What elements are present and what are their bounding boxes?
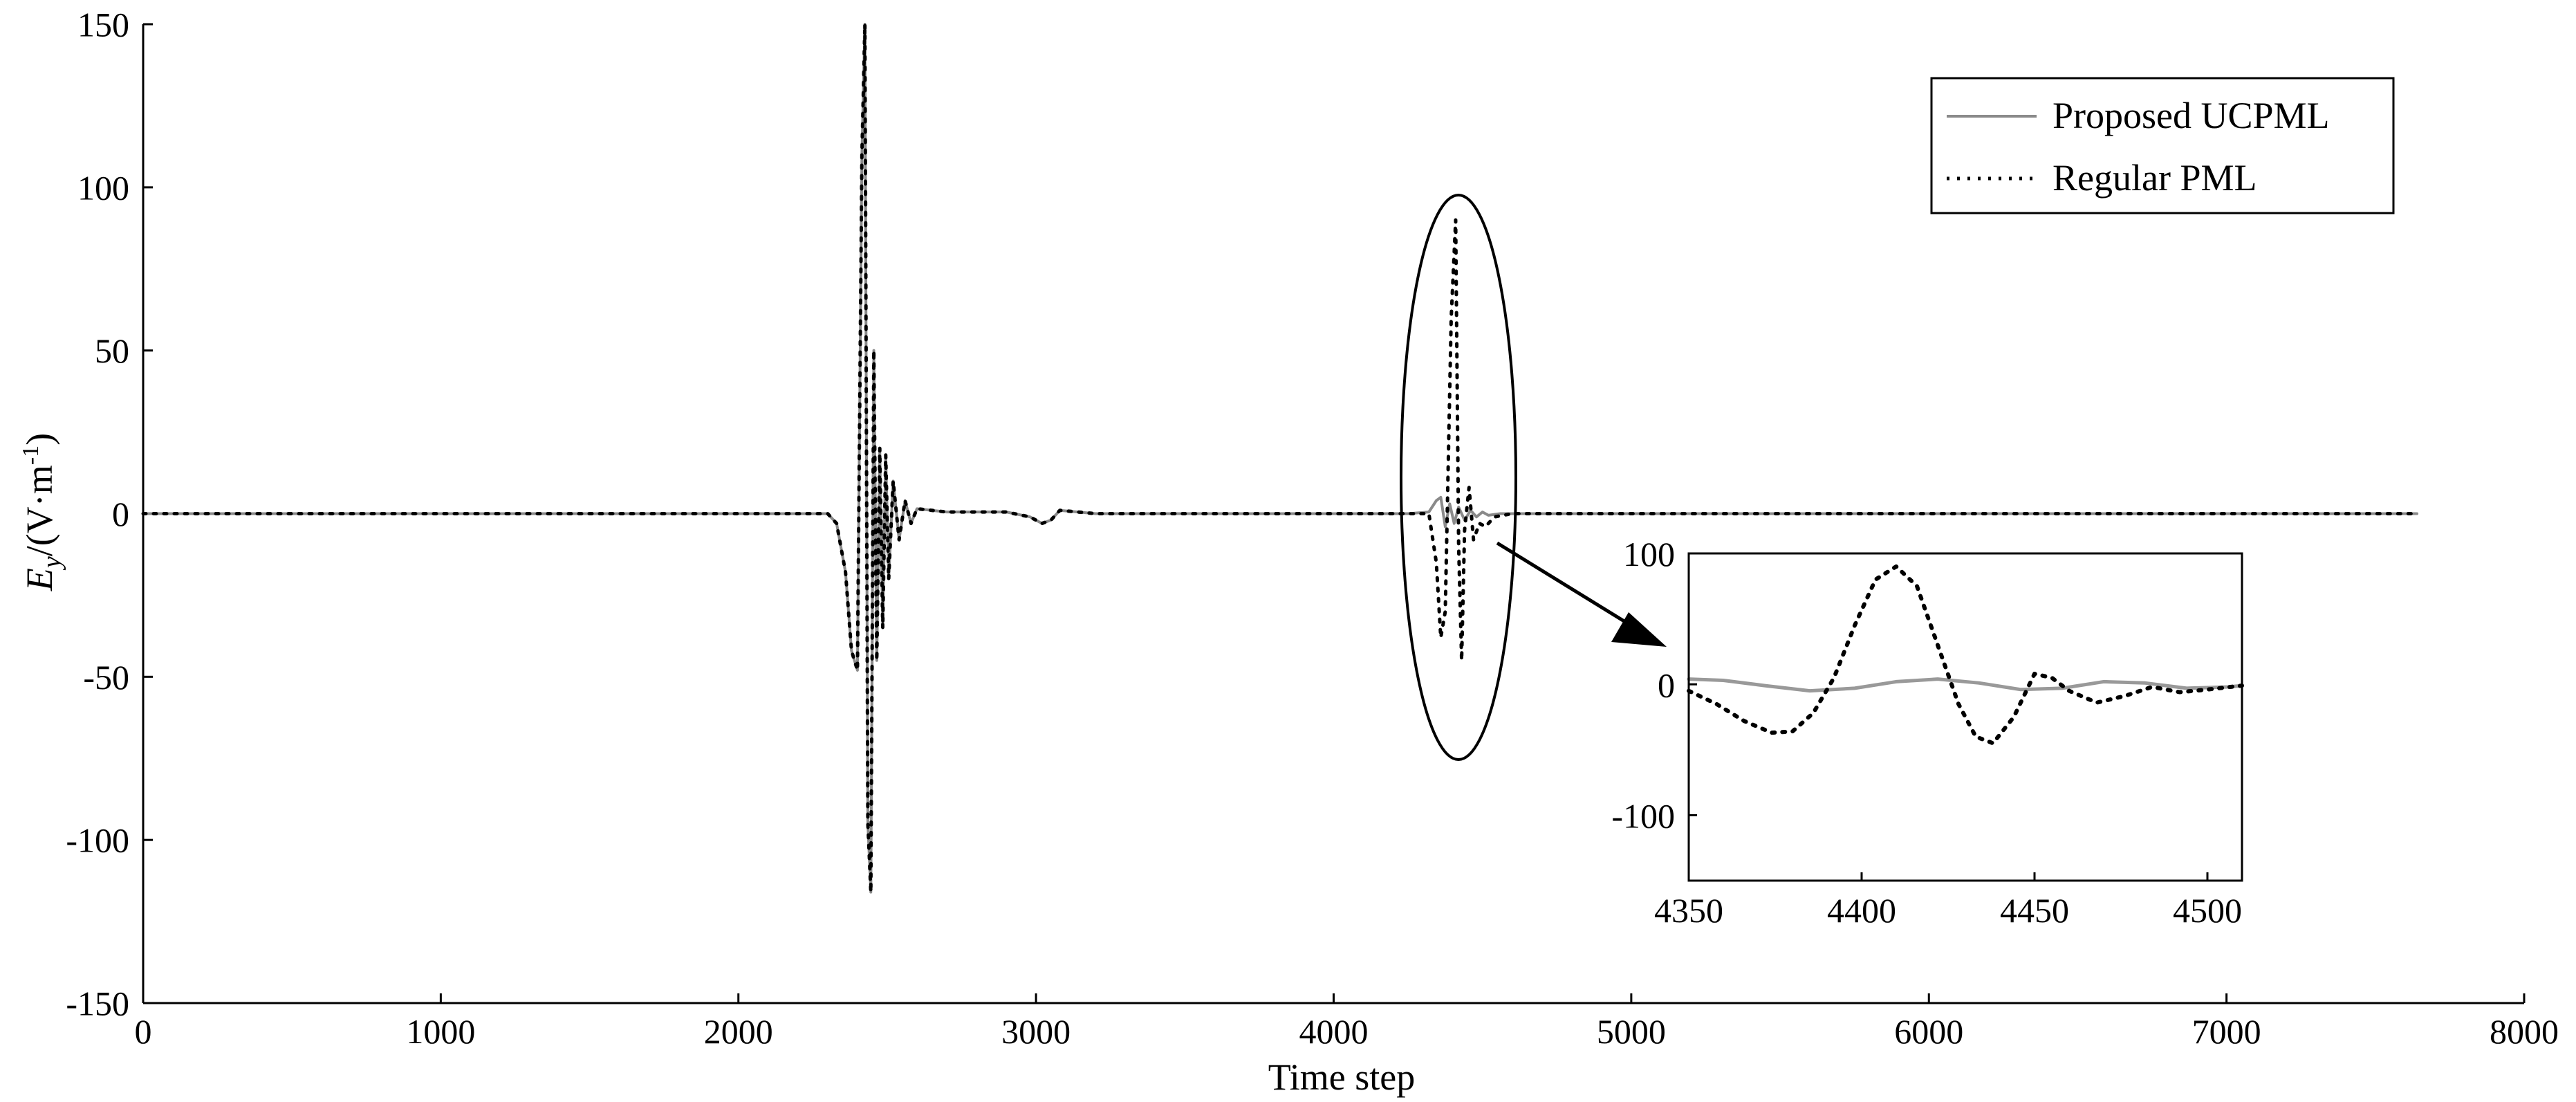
main-series-pml-line [141,22,2419,894]
inset-y-tick-label: 0 [1658,665,1675,704]
y-axis-title-subscript: y [37,556,66,571]
y-axis-title-symbol: E [19,568,60,591]
main-y-tick-label: -150 [66,984,129,1023]
main-x-tick-label: 0 [135,1012,152,1051]
main-x-tick-label: 6000 [1894,1012,1963,1051]
y-axis-title-exponent: -1 [18,446,44,465]
inset-x-tick-label: 4350 [1654,891,1723,930]
main-axis-ticks: 0 1000 2000 3000 4000 5000 6000 7000 8000-150-10… [66,6,2559,1052]
inset-y-tick-label: 100 [1623,535,1675,573]
main-x-tick-label: 5000 [1597,1012,1666,1051]
inset-frame [1687,552,2243,882]
inset-x-tick-label: 4400 [1827,891,1896,930]
zoom-arrow-shaft [1496,541,1633,628]
main-y-tick-label: 50 [95,331,129,370]
main-series-group [141,22,2419,894]
y-axis-title: Ey/(V·m-1) [18,433,66,591]
legend-box [1930,77,2395,214]
main-y-tick-label: -100 [66,821,129,860]
main-x-tick-label: 4000 [1299,1012,1369,1051]
inset-x-tick-label: 4500 [2173,891,2242,930]
main-series-ucpml-line [142,23,2419,894]
legend: Proposed UCPML Regular PML [1930,77,2395,214]
highlight-ellipse [1400,194,1517,761]
inset-series-group [1687,564,2244,746]
inset-series-ucpml-line [1687,677,2244,693]
inset-x-tick-label: 4450 [2000,891,2069,930]
main-x-tick-label: 3000 [1001,1012,1071,1051]
legend-label-ucpml: Proposed UCPML [2053,95,2330,136]
main-y-tick-label: -50 [83,658,129,697]
inset-y-tick-label: -100 [1611,797,1675,836]
legend-label-pml: Regular PML [2053,157,2257,199]
x-axis-title: Time step [1268,1056,1416,1098]
main-x-tick-label: 7000 [2192,1012,2261,1051]
zoom-arrow-head [1611,612,1667,647]
main-y-tick-label: 150 [77,6,129,44]
inset-series-pml-line [1687,564,2244,746]
y-axis-title-close: ) [19,433,60,446]
main-x-tick-label: 8000 [2490,1012,2559,1051]
y-axis-title-unit: /(V·m [19,465,60,556]
main-x-tick-label: 2000 [704,1012,773,1051]
main-y-tick-label: 100 [77,168,129,207]
inset-axis-ticks: 4350 4400 4450 4500 -100 0 100 [1611,535,2242,930]
main-x-tick-label: 1000 [406,1012,475,1051]
main-y-tick-label: 0 [112,495,129,533]
